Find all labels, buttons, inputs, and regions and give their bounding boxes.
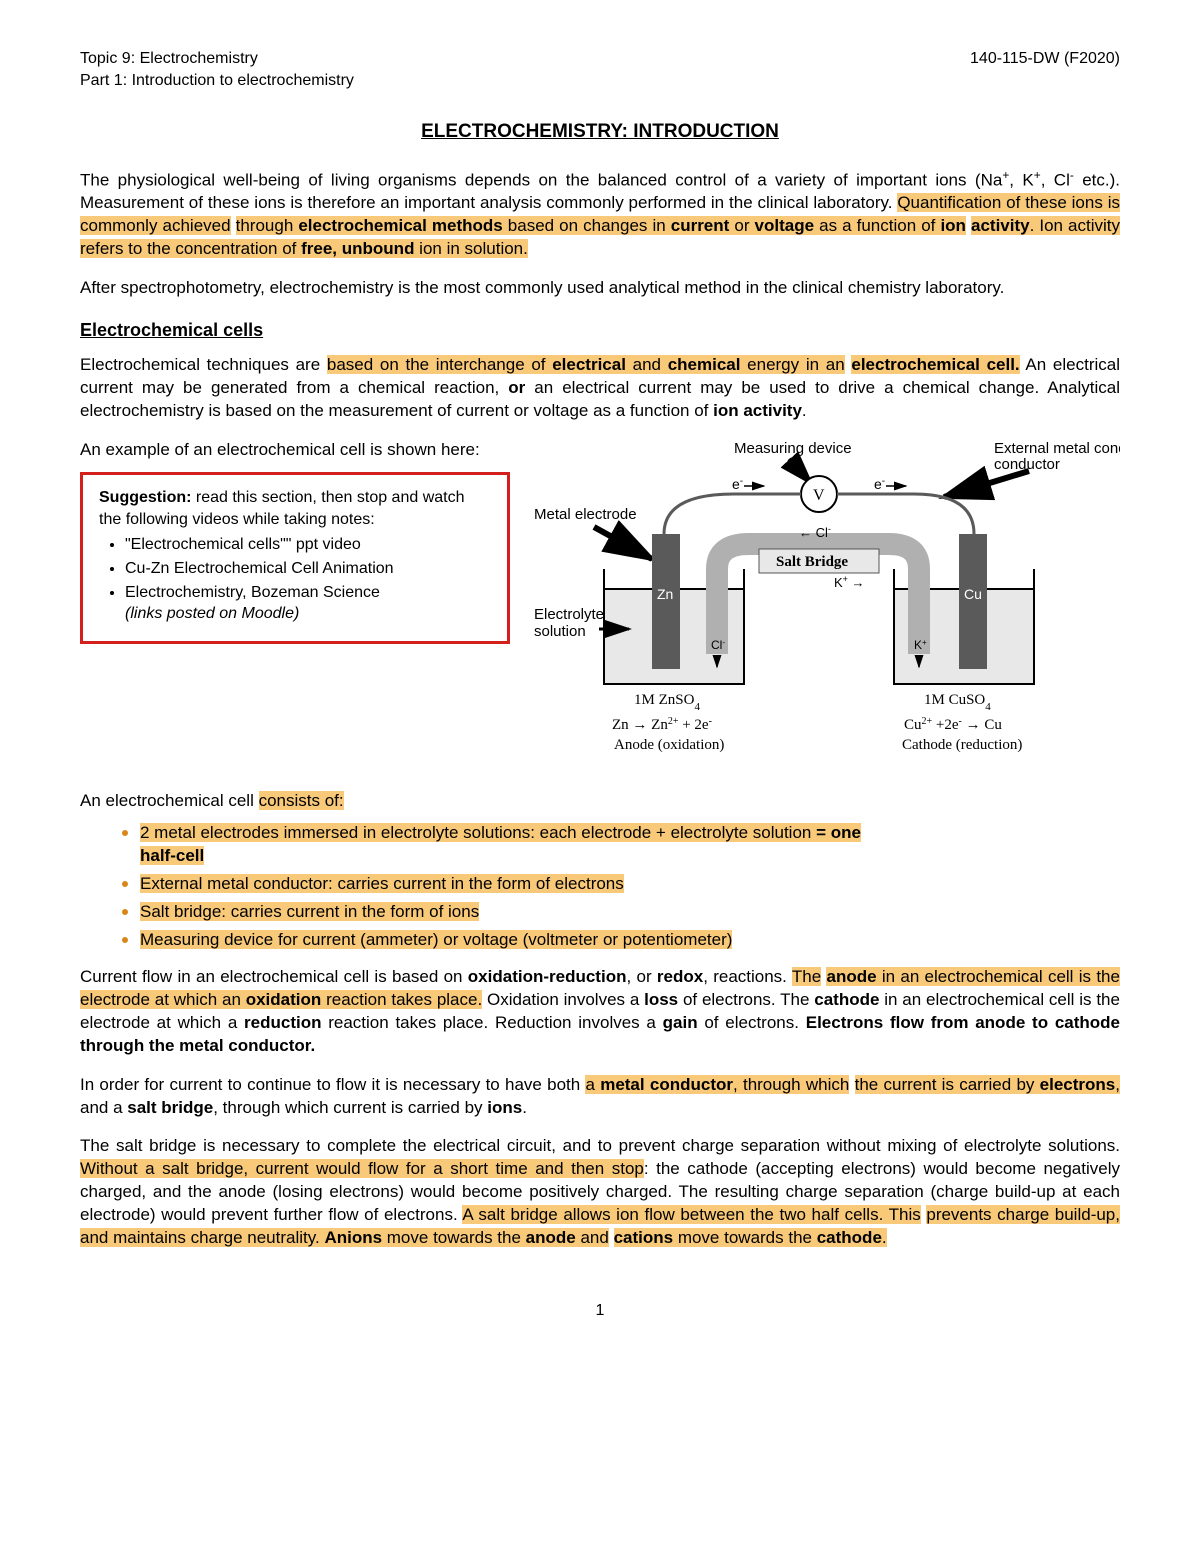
svg-text:Electrolyte: Electrolyte (534, 606, 604, 623)
svg-text:solution: solution (534, 623, 586, 640)
svg-text:Cu2+ +2e- → Cu: Cu2+ +2e- → Cu (904, 716, 1002, 734)
svg-text:← Cl-: ← Cl- (799, 524, 831, 540)
svg-text:Zn: Zn (657, 586, 673, 602)
suggestion-box: Suggestion: read this section, then stop… (80, 472, 510, 644)
list-item: Salt bridge: carries current in the form… (140, 898, 1120, 924)
section-heading: Electrochemical cells (80, 318, 1120, 342)
consists-line: An electrochemical cell consists of: (80, 790, 1120, 813)
part: Part 1: Introduction to electrochemistry (80, 70, 354, 92)
svg-text:Cathode (reduction): Cathode (reduction) (902, 737, 1022, 753)
list-item: External metal conductor: carries curren… (140, 870, 1120, 896)
list-item: Measuring device for current (ammeter) o… (140, 926, 1120, 952)
ec-paragraph: Electrochemical techniques are based on … (80, 354, 1120, 423)
page-number: 1 (80, 1300, 1120, 1322)
svg-text:1M CuSO4: 1M CuSO4 (924, 692, 991, 713)
list-item: Cu-Zn Electrochemical Cell Animation (125, 558, 491, 580)
header: Topic 9: Electrochemistry Part 1: Introd… (80, 48, 1120, 91)
list-item: "Electrochemical cells"" ppt video (125, 534, 491, 556)
list-item: Electrochemistry, Bozeman Science(links … (125, 582, 491, 625)
list-item: 2 metal electrodes immersed in electroly… (140, 819, 1120, 868)
svg-text:V: V (813, 487, 825, 504)
metal-conductor-paragraph: In order for current to continue to flow… (80, 1074, 1120, 1120)
electrochemical-cell-diagram: Measuring device External metal conducto… (528, 439, 1120, 776)
example-line: An example of an electrochemical cell is… (80, 439, 510, 462)
svg-text:K+ →: K+ → (834, 574, 865, 590)
svg-text:e-: e- (874, 476, 885, 493)
svg-text:Metal electrode: Metal electrode (534, 506, 637, 523)
label-external: External metal conductor (994, 440, 1120, 457)
svg-text:Zn → Zn2+ + 2e-: Zn → Zn2+ + 2e- (612, 716, 712, 734)
course-code: 140-115-DW (F2020) (970, 48, 1120, 91)
svg-text:Anode (oxidation): Anode (oxidation) (614, 737, 724, 753)
redox-paragraph: Current flow in an electrochemical cell … (80, 966, 1120, 1058)
svg-text:Cu: Cu (964, 586, 982, 602)
para-2: After spectrophotometry, electrochemistr… (80, 277, 1120, 300)
svg-text:Salt Bridge: Salt Bridge (776, 554, 848, 570)
label-measuring: Measuring device (734, 440, 852, 457)
page-title: ELECTROCHEMISTRY: INTRODUCTION (80, 119, 1120, 145)
topic: Topic 9: Electrochemistry (80, 48, 354, 70)
svg-text:e-: e- (732, 476, 743, 493)
svg-text:1M ZnSO4: 1M ZnSO4 (634, 692, 700, 713)
consists-bullets: 2 metal electrodes immersed in electroly… (80, 819, 1120, 952)
salt-bridge-paragraph: The salt bridge is necessary to complete… (80, 1135, 1120, 1250)
intro-paragraph: The physiological well-being of living o… (80, 167, 1120, 261)
